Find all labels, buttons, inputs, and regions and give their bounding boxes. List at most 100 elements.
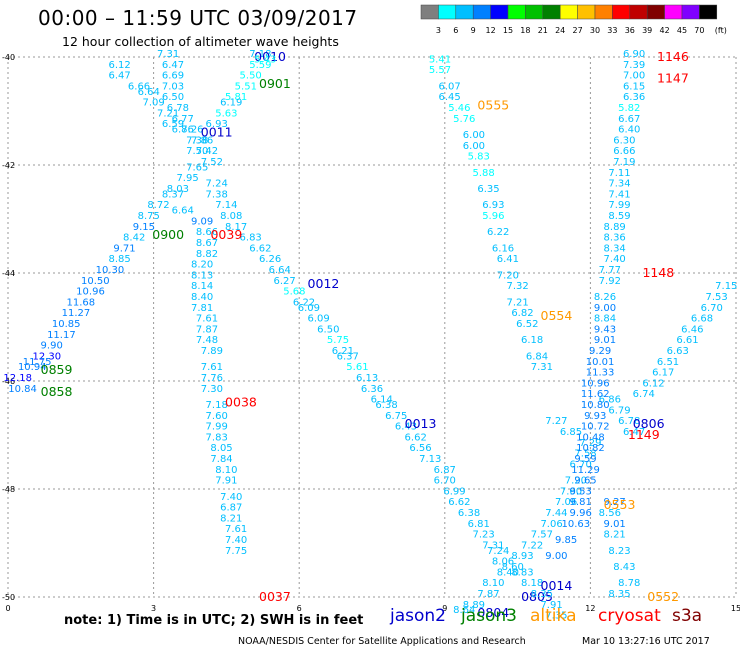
pass-time-label: 0038 xyxy=(225,395,257,410)
wave-height-point: 7.14 xyxy=(215,200,237,211)
wave-height-point: 12.18 xyxy=(3,373,32,384)
wave-height-point: 8.35 xyxy=(608,589,630,600)
wave-height-point: 6.62 xyxy=(249,243,271,254)
legend-item-jason2: jason2 xyxy=(390,606,446,626)
pass-time-label: 0010 xyxy=(254,49,286,64)
wave-height-point: 6.81 xyxy=(468,519,490,530)
wave-height-point: 8.34 xyxy=(604,243,626,254)
pass-time-label: 0037 xyxy=(259,589,291,604)
wave-height-point: 7.06 xyxy=(540,519,562,530)
wave-height-point: 6.74 xyxy=(633,389,655,400)
wave-height-point: 8.23 xyxy=(608,546,630,557)
wave-height-point: 8.35 xyxy=(531,589,553,600)
colorbar-tick-label: 9 xyxy=(471,26,476,35)
wave-height-point: 6.38 xyxy=(375,400,397,411)
wave-height-point: 7.29 xyxy=(579,438,601,449)
wave-height-point: 8.72 xyxy=(147,200,169,211)
wave-height-point: 7.87 xyxy=(477,589,499,600)
wave-height-point: 7.38 xyxy=(186,135,208,146)
wave-height-point: 7.23 xyxy=(472,530,494,541)
wave-height-point: 7.75 xyxy=(225,546,247,557)
wave-height-point: 6.75 xyxy=(385,411,407,422)
wave-height-point: 10.94 xyxy=(18,362,47,373)
wave-height-point: 7.40 xyxy=(225,535,247,546)
wave-height-point: 6.16 xyxy=(492,243,514,254)
wave-height-point: 6.52 xyxy=(516,319,538,330)
wave-height-point: 6.13 xyxy=(356,373,378,384)
wave-height-point: 9.29 xyxy=(589,346,611,357)
wave-height-point: 7.40 xyxy=(604,254,626,265)
wave-height-point: 10.01 xyxy=(586,357,615,368)
wave-height-point: 6.77 xyxy=(172,114,194,125)
wave-height-point: 9.09 xyxy=(191,216,213,227)
wave-height-point: 7.81 xyxy=(191,303,213,314)
wave-height-point: 7.52 xyxy=(201,157,223,168)
wave-height-point: 6.51 xyxy=(657,357,679,368)
wave-height-point: 11.29 xyxy=(571,465,600,476)
wave-height-point: 6.86 xyxy=(599,395,621,406)
wave-height-point: 6.87 xyxy=(220,503,242,514)
wave-height-point: 6.21 xyxy=(332,346,354,357)
wave-height-point: 6.12 xyxy=(642,378,664,389)
wave-height-point: 6.64 xyxy=(172,206,194,217)
wave-height-point: 7.18 xyxy=(206,400,228,411)
wave-height-point: 7.44 xyxy=(545,508,567,519)
y-tick-label: -44 xyxy=(2,269,15,278)
wave-height-point: 7.40 xyxy=(220,492,242,503)
wave-height-point: 5.82 xyxy=(618,103,640,114)
wave-height-point: 9.93 xyxy=(584,411,606,422)
wave-height-point: 8.36 xyxy=(604,233,626,244)
wave-height-point: 6.82 xyxy=(511,308,533,319)
x-tick-label: 6 xyxy=(297,604,302,613)
wave-height-point: 6.61 xyxy=(676,335,698,346)
wave-height-point: 7.31 xyxy=(531,362,553,373)
y-tick-label: -40 xyxy=(2,53,15,62)
wave-height-point: 8.43 xyxy=(613,562,635,573)
footer-agency: NOAA/NESDIS Center for Satellite Applica… xyxy=(238,636,526,647)
wave-height-point: 7.53 xyxy=(705,292,727,303)
pass-time-label: 0012 xyxy=(308,276,340,291)
wave-height-point: 6.50 xyxy=(317,324,339,335)
wave-height-point: 9.01 xyxy=(594,335,616,346)
pass-time-label: 0858 xyxy=(41,384,73,399)
wave-height-point: 8.56 xyxy=(599,508,621,519)
wave-height-point: 7.06 xyxy=(555,497,577,508)
wave-height-point: 8.10 xyxy=(482,578,504,589)
wave-height-point: 7.38 xyxy=(206,189,228,200)
wave-height-point: 5.41 xyxy=(429,54,451,65)
pass-time-label: 0555 xyxy=(477,98,509,113)
pass-time-label: 0554 xyxy=(541,308,573,323)
pass-time-label: 0806 xyxy=(633,416,665,431)
wave-height-point: 11.17 xyxy=(47,330,76,341)
wave-height-point: 6.36 xyxy=(361,384,383,395)
wave-height-point: 6.68 xyxy=(691,314,713,325)
wave-height-point: 5.46 xyxy=(448,103,470,114)
wave-height-point: 6.63 xyxy=(667,346,689,357)
wave-height-point: 6.47 xyxy=(162,60,184,71)
wave-height-point: 7.92 xyxy=(599,276,621,287)
wave-height-point: 8.08 xyxy=(220,211,242,222)
wave-height-point: 9.43 xyxy=(594,324,616,335)
wave-height-point: 5.76 xyxy=(453,114,475,125)
wave-height-point: 8.17 xyxy=(225,222,247,233)
legend-item-s3a: s3a xyxy=(672,606,703,626)
wave-height-point: 8.37 xyxy=(162,189,184,200)
colorbar-tick-label: 15 xyxy=(503,26,513,35)
wave-height-point: 5.57 xyxy=(429,65,451,76)
wave-height-point: 6.00 xyxy=(463,130,485,141)
wave-height-point: 7.99 xyxy=(608,200,630,211)
wave-height-point: 8.40 xyxy=(497,567,519,578)
wave-height-point: 6.12 xyxy=(108,60,130,71)
wave-height-point: 7.35 xyxy=(545,611,567,622)
wave-height-point: 8.64 xyxy=(453,605,475,616)
wave-height-point: 6.79 xyxy=(608,405,630,416)
legend-item-cryosat: cryosat xyxy=(598,606,661,626)
pass-time-label: 0553 xyxy=(604,497,636,512)
pass-time-label: 1146 xyxy=(657,49,689,64)
wave-height-point: 6.00 xyxy=(463,141,485,152)
wave-height-point: 7.19 xyxy=(613,157,635,168)
wave-height-point: 6.40 xyxy=(618,125,640,136)
wave-height-point: 7.76 xyxy=(201,373,223,384)
wave-height-point: 9.59 xyxy=(574,454,596,465)
wave-height-point: 6.83 xyxy=(240,233,262,244)
